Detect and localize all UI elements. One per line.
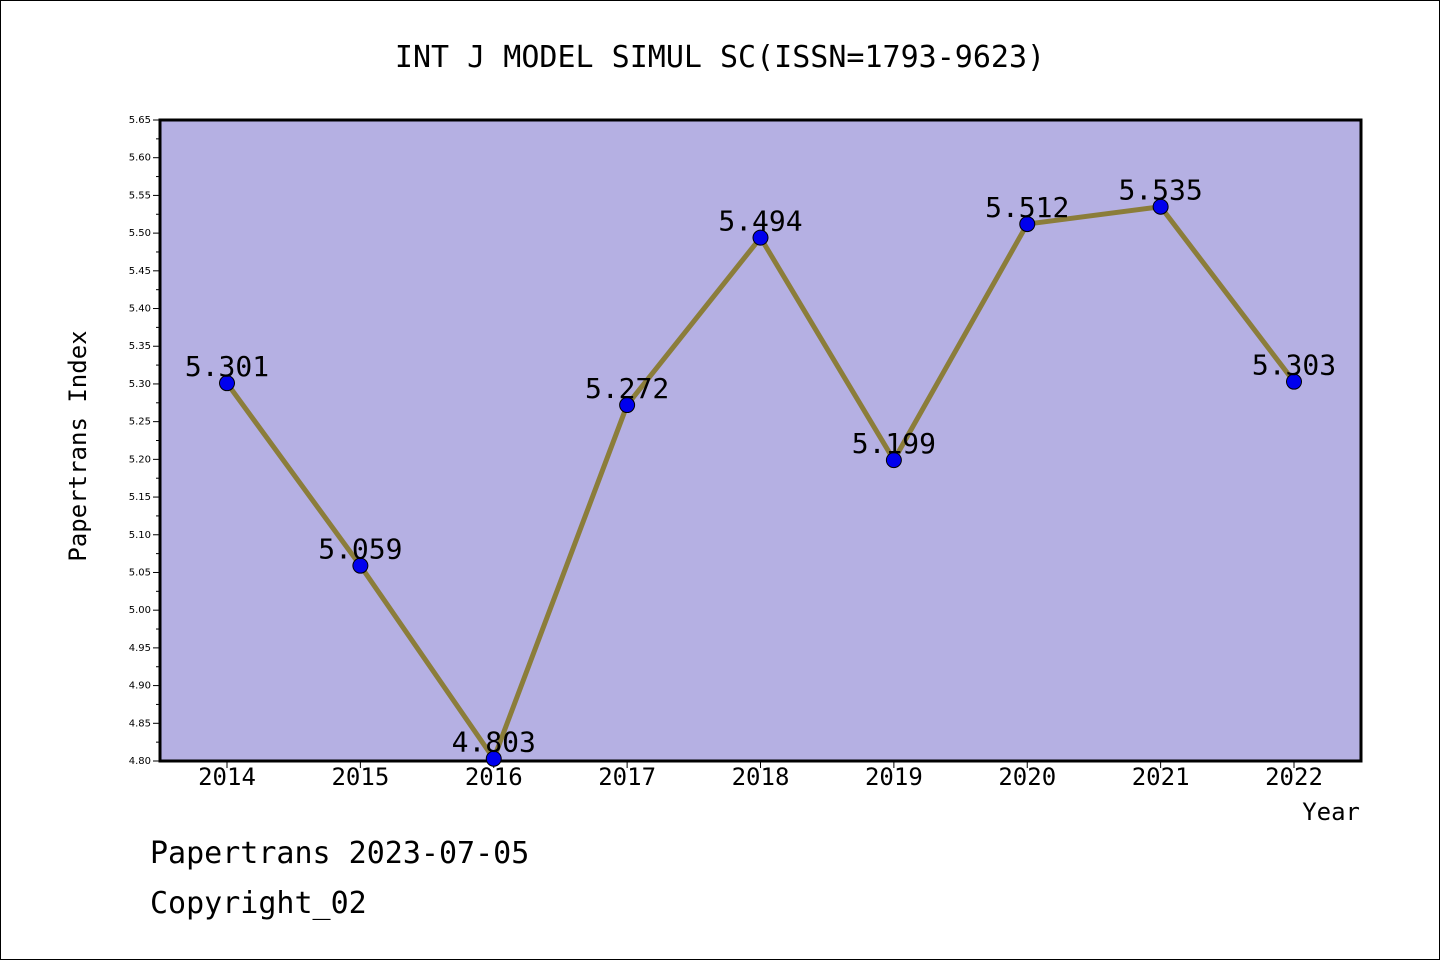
data-label: 5.059 [318,533,402,566]
x-tick-label: 2015 [331,763,389,791]
x-tick-label: 2017 [598,763,656,791]
data-point [485,750,502,767]
x-axis-label: Year [1302,798,1360,826]
footer-date: Papertrans 2023-07-05 [150,836,530,871]
data-label: 5.494 [718,205,802,238]
x-axis: 2014 2015 2016 2017 2018 2019 2020 2021 2022 [198,761,1323,791]
data-point [219,375,235,392]
footer-copyright: Copyright_02 [150,886,367,921]
y-tick-label: 4.85 [129,718,151,729]
y-tick-label: 5.35 [129,341,151,352]
data-label: 5.512 [985,191,1069,224]
y-axis-label: Papertrans Index [64,330,92,561]
y-tick-label: 5.50 [129,228,151,239]
y-tick-label: 5.05 [129,567,151,578]
y-tick-label: 5.30 [129,379,151,390]
plot-area [158,118,1363,763]
y-tick-label: 5.65 [129,115,151,126]
y-tick-label: 4.95 [129,643,151,654]
y-tick-label: 5.15 [129,492,151,503]
chart-title: INT J MODEL SIMUL SC(ISSN=1793-9623) [395,40,1045,75]
data-label: 5.199 [852,427,936,460]
y-tick-label: 4.90 [129,681,151,692]
x-tick-label: 2018 [732,763,790,791]
y-tick-label: 5.20 [129,454,151,465]
y-tick-label: 5.10 [129,530,151,541]
x-tick-label: 2020 [998,763,1056,791]
data-point [619,397,636,414]
data-label: 5.301 [185,350,269,383]
data-point [1152,198,1169,215]
y-tick-label: 5.60 [129,153,151,164]
y-tick-label: 5.55 [129,190,151,201]
data-point [752,229,769,246]
data-points [219,198,1302,767]
data-label: 4.803 [452,726,536,759]
data-label: 5.272 [585,372,669,405]
x-tick-label: 2016 [465,763,523,791]
data-point [1019,216,1036,233]
x-tick-label: 2014 [198,763,256,791]
data-labels: 5.301 5.059 4.803 5.272 5.494 5.199 5.512 5.535… [185,174,1336,759]
y-axis: 4.80 4.85 4.90 4.95 5.00 5.05 5.10 5.15 5.20 5.25… [129,115,160,767]
y-tick-label: 5.25 [129,417,151,428]
data-point [1286,373,1302,390]
x-tick-label: 2022 [1265,763,1323,791]
y-tick-label: 4.80 [129,756,151,767]
y-tick-label: 5.45 [129,266,151,277]
data-point [352,557,369,574]
y-tick-label: 5.00 [129,605,151,616]
x-tick-label: 2019 [865,763,923,791]
y-tick-label: 5.40 [129,304,151,315]
x-tick-label: 2021 [1132,763,1190,791]
data-label: 5.535 [1118,174,1202,207]
data-point [885,452,902,469]
data-label: 5.303 [1252,349,1336,382]
